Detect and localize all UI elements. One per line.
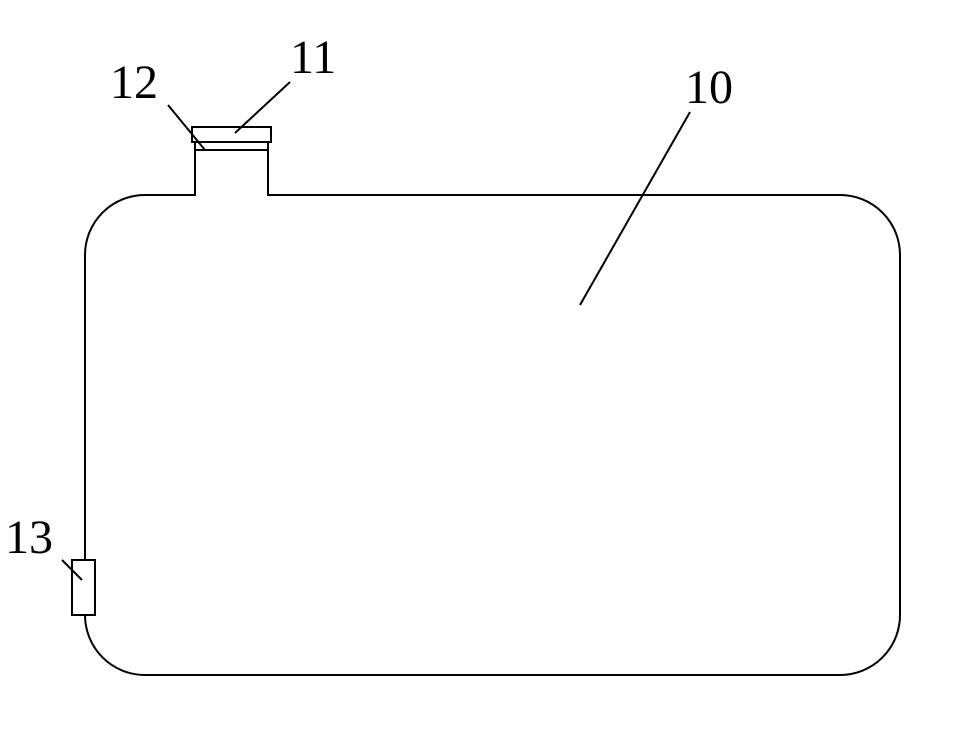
port-13-gap [83,561,87,614]
tank-body [85,195,900,675]
leader-11 [235,82,290,133]
label-12: 12 [110,55,158,110]
label-13: 13 [5,510,53,565]
label-10: 10 [685,60,733,115]
label-11: 11 [290,30,336,85]
diagram-svg [0,0,980,735]
cap-gap [196,193,267,197]
cap-lid [192,127,271,142]
